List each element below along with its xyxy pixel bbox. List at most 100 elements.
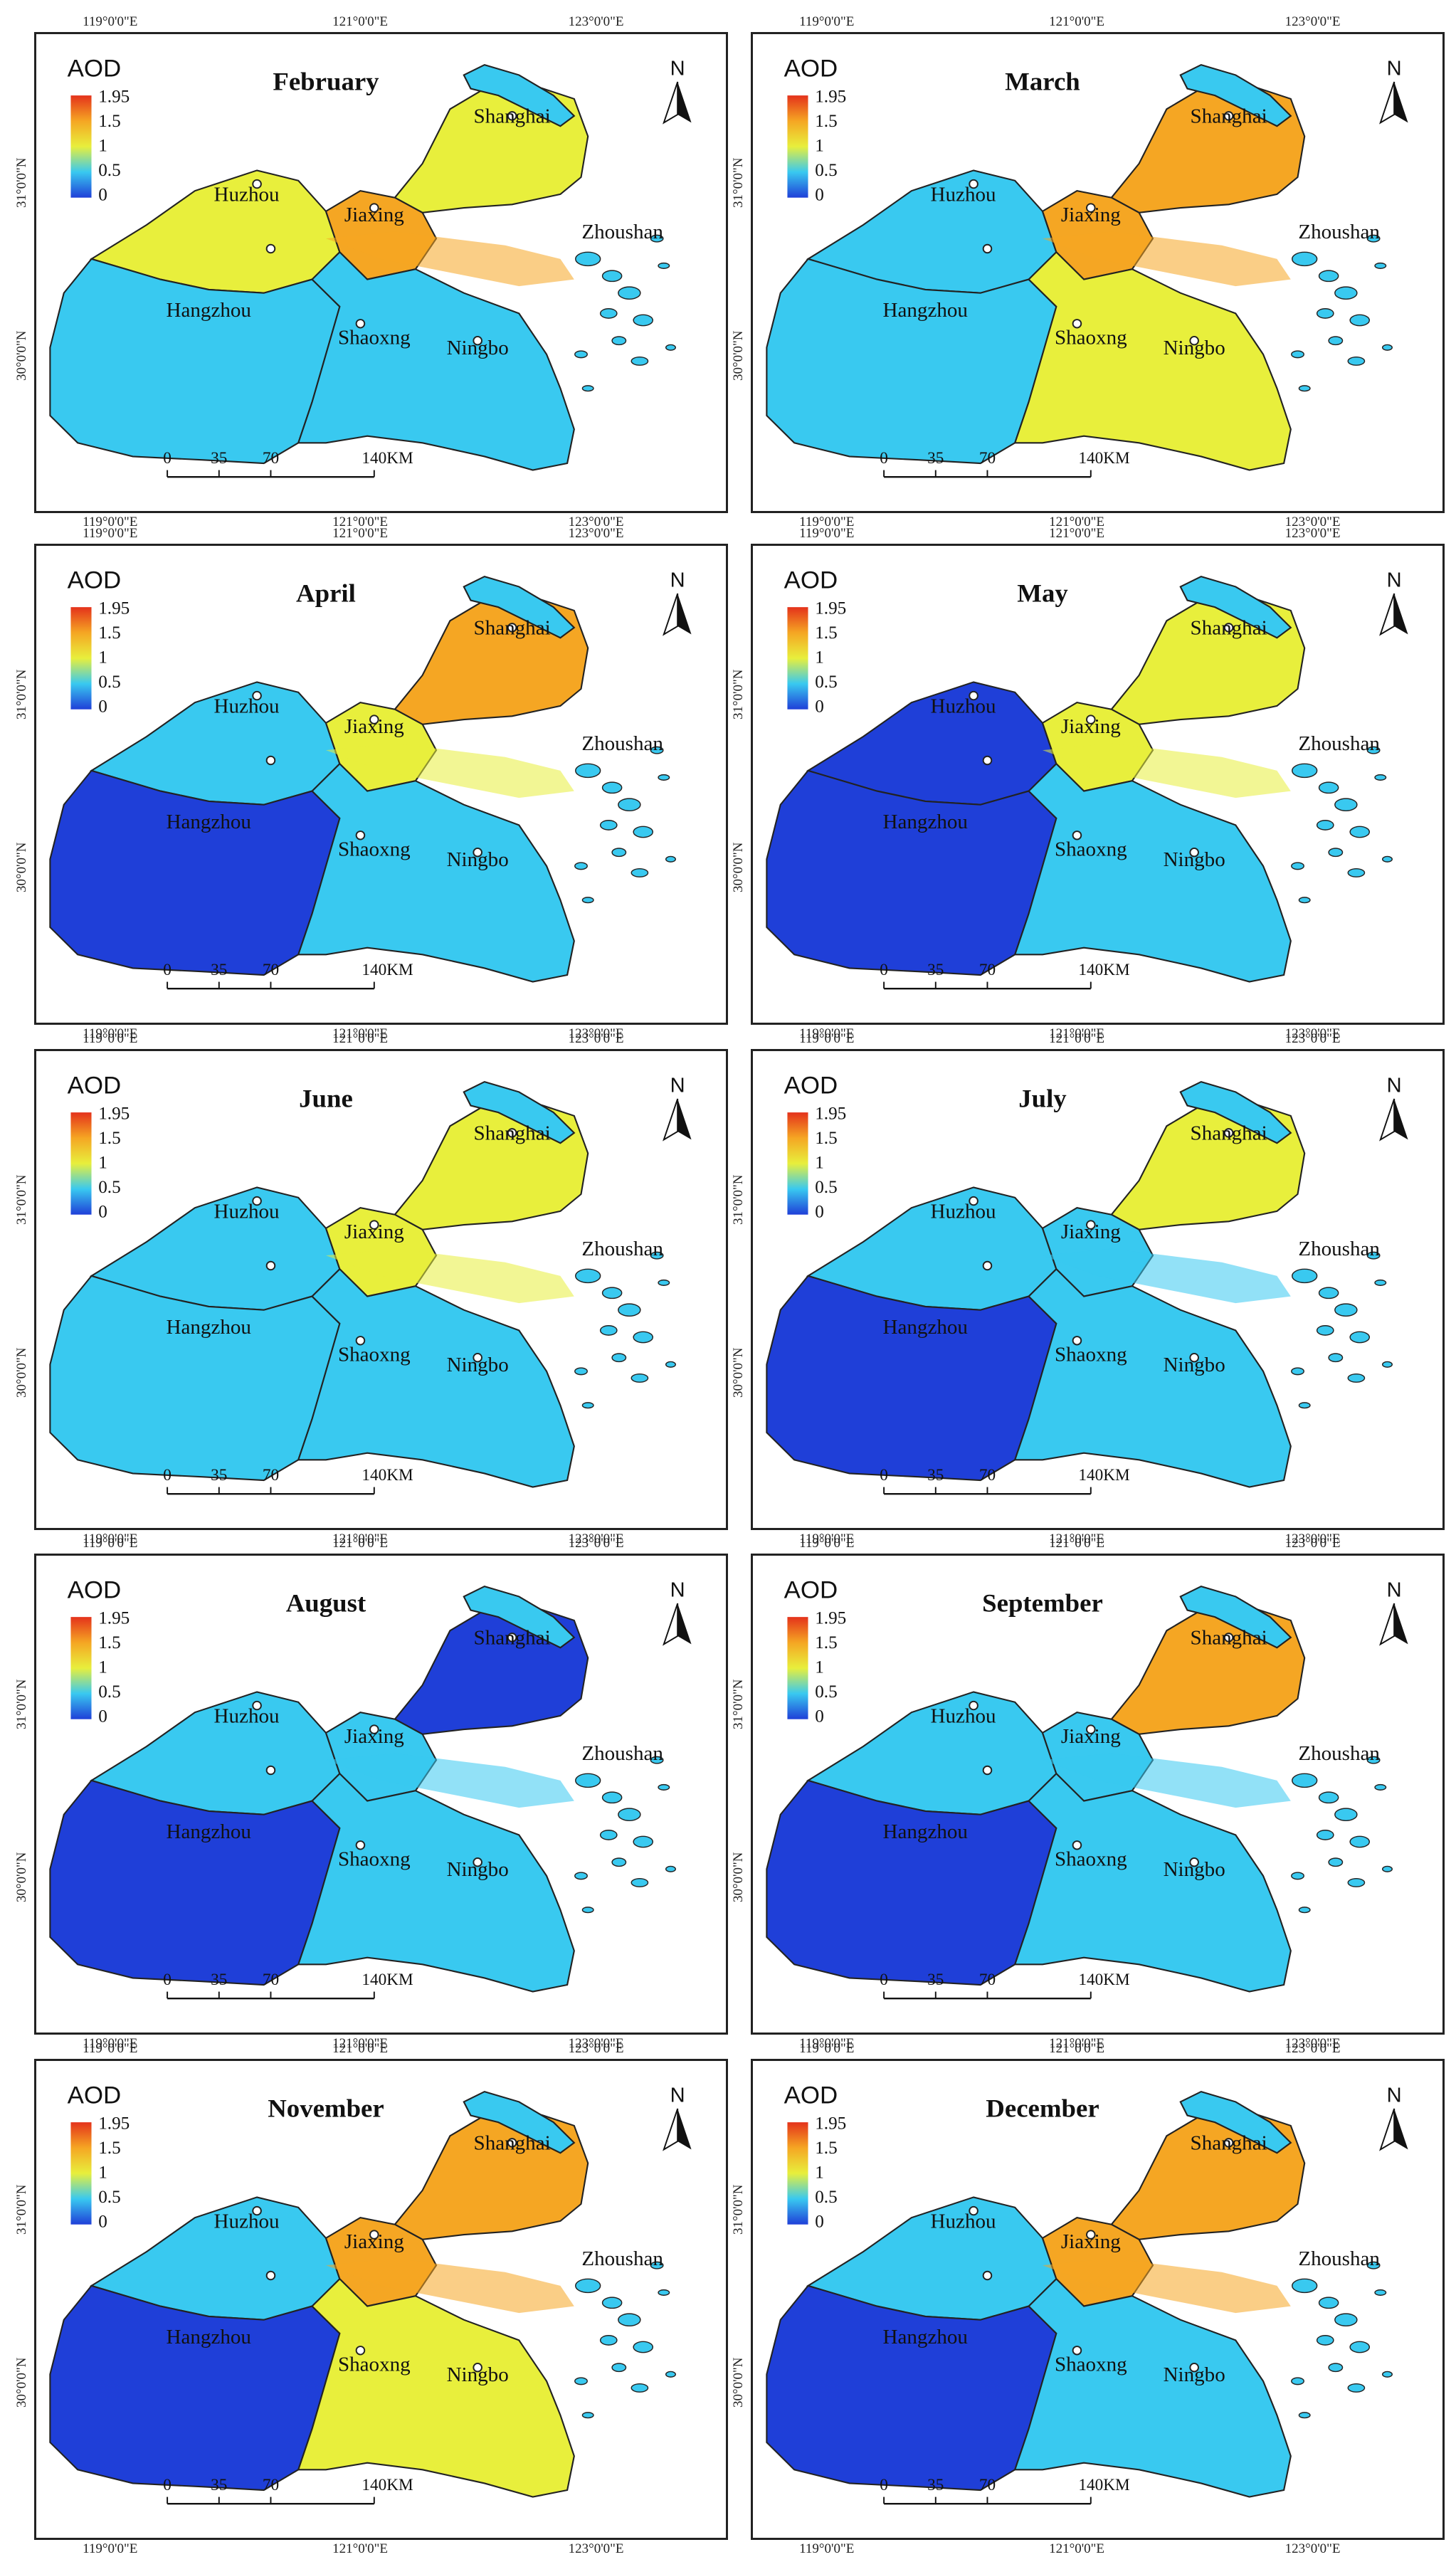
city-marker xyxy=(473,1353,482,1363)
island xyxy=(618,2313,641,2327)
scale-bar: 0 35 70 140 KM xyxy=(163,448,413,478)
island xyxy=(618,1808,641,1822)
scale-tick: 35 xyxy=(927,448,944,467)
region-north xyxy=(394,1101,589,1230)
longitude-label: 119°0'0"E xyxy=(799,515,855,529)
island xyxy=(1349,314,1371,327)
scale-tick: 35 xyxy=(211,960,227,979)
region-sw xyxy=(49,1275,341,1482)
city-marker xyxy=(369,1724,379,1734)
longitude-label: 123°0'0"E xyxy=(1284,2041,1341,2056)
island xyxy=(611,2363,627,2373)
island xyxy=(575,1773,601,1788)
scale-tick: 140 xyxy=(362,1465,386,1484)
legend-tick: 1 xyxy=(815,1154,824,1173)
region-sw xyxy=(49,769,341,976)
island xyxy=(658,262,670,269)
latitude-label: 30°0'0"N xyxy=(14,842,29,893)
island xyxy=(650,1756,664,1764)
city-label: Jiaxing xyxy=(1061,715,1121,738)
city-marker xyxy=(969,690,978,701)
scale-tick: 140 xyxy=(1078,960,1103,979)
longitude-label: 119°0'0"E xyxy=(83,2041,138,2056)
island xyxy=(1349,1835,1371,1848)
longitude-label: 121°0'0"E xyxy=(1049,1536,1105,1551)
aod-map: Shanghai Huzhou Jiaxing Hangzhou Shaoxng Ning… xyxy=(766,2082,1408,2505)
city-marker xyxy=(369,715,379,724)
region-south xyxy=(1013,1772,1292,1993)
city-marker xyxy=(1223,623,1234,633)
city-label: Shaoxng xyxy=(338,838,411,861)
legend-tick: 1 xyxy=(98,648,107,668)
city-marker xyxy=(1086,715,1096,724)
island xyxy=(574,1872,588,1880)
island xyxy=(1381,344,1393,351)
scale-tick: 70 xyxy=(979,2475,996,2494)
city-label: Hangzhou xyxy=(167,811,251,833)
latitude-label: 31°0'0"N xyxy=(731,1174,746,1225)
longitude-label: 119°0'0"E xyxy=(799,2541,855,2556)
region-sw xyxy=(49,1779,341,1986)
region-chongming xyxy=(1179,575,1292,639)
island xyxy=(1374,262,1387,269)
scale-bar: 0 35 70 140 KM xyxy=(163,1465,413,1495)
scale-tick: 70 xyxy=(979,448,996,467)
island xyxy=(1366,2261,1381,2269)
longitude-label: 123°0'0"E xyxy=(568,1031,624,1046)
longitude-label: 121°0'0"E xyxy=(332,14,389,29)
island xyxy=(633,1331,654,1344)
legend-tick: 1 xyxy=(98,137,107,156)
legend-tick: 0 xyxy=(815,2213,824,2232)
scale-tick: 140 xyxy=(1078,1465,1103,1484)
latitude-label: 31°0'0"N xyxy=(14,669,29,719)
island xyxy=(1298,2412,1311,2419)
island xyxy=(618,286,641,300)
island xyxy=(581,385,594,392)
city-label: Shanghai xyxy=(1191,1627,1267,1650)
city-label: Huzhou xyxy=(931,2210,996,2233)
longitude-label: 121°0'0"E xyxy=(332,1031,389,1046)
longitude-label: 121°0'0"E xyxy=(1049,1531,1105,1546)
color-ramp xyxy=(70,2122,92,2225)
legend-tick: 1 xyxy=(98,1154,107,1173)
city-marker xyxy=(355,319,366,329)
city-marker xyxy=(265,243,276,254)
island xyxy=(1347,868,1366,877)
island xyxy=(1349,2341,1371,2353)
island xyxy=(1316,820,1334,831)
city-marker xyxy=(355,2346,366,2356)
region-chongming xyxy=(463,1080,576,1144)
city-marker xyxy=(473,1857,482,1867)
city-label: Ningbo xyxy=(447,337,509,359)
legend-tick: 1.5 xyxy=(815,2139,837,2158)
longitude-label: 119°0'0"E xyxy=(83,1026,138,1041)
island xyxy=(574,1367,588,1376)
map-panel: Shanghai Huzhou Jiaxing Hangzhou Shaoxng Ning… xyxy=(34,544,728,1025)
city-label: Huzhou xyxy=(931,695,996,718)
longitude-label: 119°0'0"E xyxy=(83,1536,138,1551)
latitude-label: 31°0'0"N xyxy=(731,2184,746,2235)
high-aod-belt xyxy=(325,231,574,287)
island xyxy=(599,1830,618,1840)
longitude-label: 119°0'0"E xyxy=(799,1026,855,1041)
north-label: N xyxy=(670,1075,685,1097)
longitude-label: 119°0'0"E xyxy=(799,2036,855,2051)
island xyxy=(581,2412,594,2419)
legend-tick: 0.5 xyxy=(815,1682,837,1702)
map-panel: Shanghai Huzhou Jiaxing Hangzhou Shaoxng Ning… xyxy=(34,1049,728,1530)
scale-tick: 70 xyxy=(263,960,279,979)
scale-tick: 140 xyxy=(362,1970,386,1988)
north-label: N xyxy=(670,2084,685,2107)
longitude-label: 123°0'0"E xyxy=(568,526,624,541)
city-marker xyxy=(1086,203,1096,213)
region-south xyxy=(1013,2277,1292,2498)
scale-unit: KM xyxy=(386,2475,413,2494)
city-marker xyxy=(1072,1840,1082,1850)
longitude-label: 123°0'0"E xyxy=(1284,1026,1341,1041)
longitude-label: 121°0'0"E xyxy=(1049,1031,1105,1046)
longitude-label: 119°0'0"E xyxy=(83,526,138,541)
legend-tick: 1.95 xyxy=(98,599,130,618)
island xyxy=(575,2278,601,2294)
map-panel: Shanghai Huzhou Jiaxing Hangzhou Shaoxng Ning… xyxy=(34,2059,728,2540)
legend-title: AOD xyxy=(68,2082,122,2109)
